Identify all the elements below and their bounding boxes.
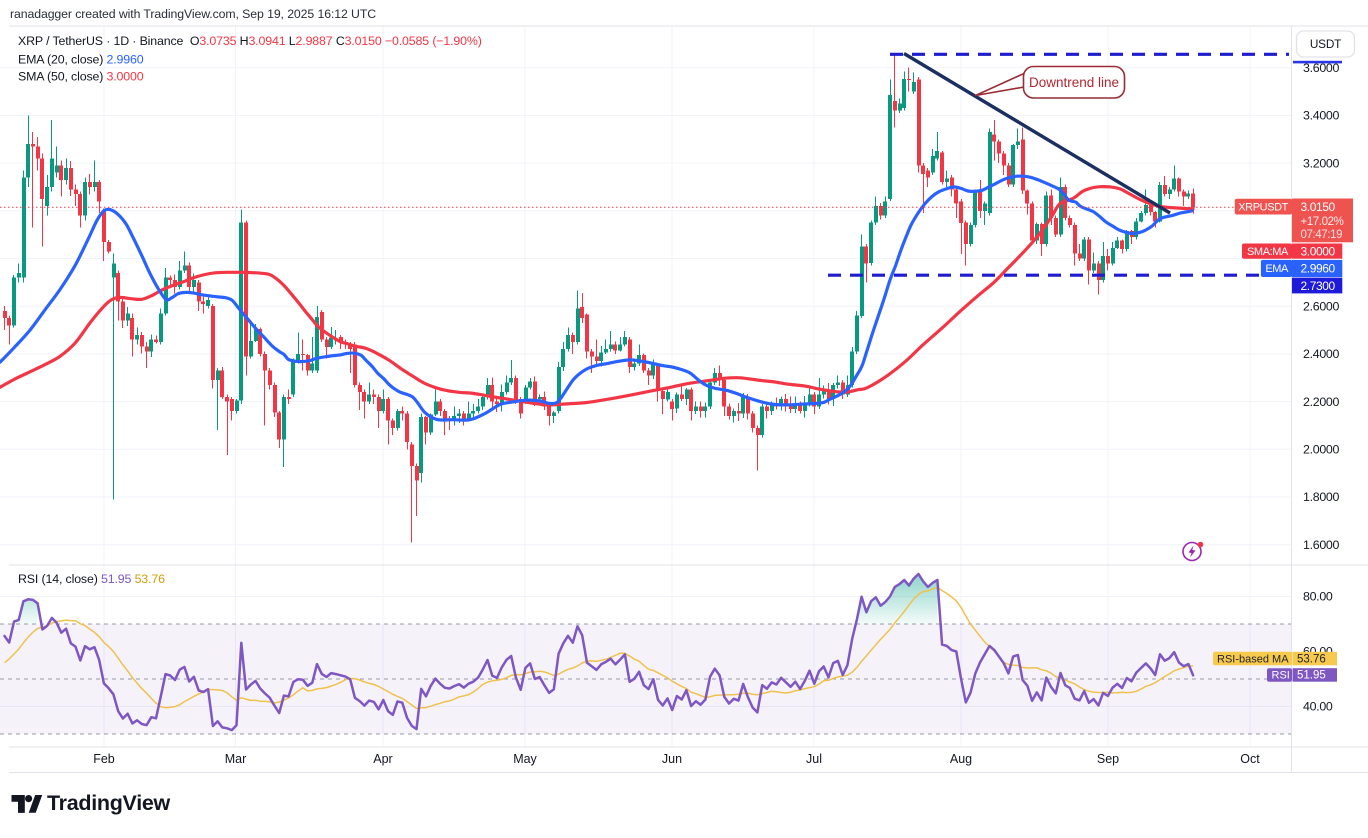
- svg-text:2.9960: 2.9960: [1301, 262, 1336, 276]
- svg-text:51.95: 51.95: [1297, 670, 1326, 682]
- svg-text:Jun: Jun: [662, 752, 682, 766]
- svg-text:USDT: USDT: [1310, 37, 1341, 51]
- svg-text:80.00: 80.00: [1303, 590, 1333, 604]
- svg-text:1.6000: 1.6000: [1303, 538, 1340, 552]
- svg-text:Apr: Apr: [373, 752, 392, 766]
- svg-text:07:47:19: 07:47:19: [1301, 229, 1343, 241]
- svg-text:3.4000: 3.4000: [1303, 109, 1340, 123]
- svg-text:3.6000: 3.6000: [1303, 61, 1340, 75]
- svg-text:TradingView: TradingView: [47, 791, 171, 815]
- svg-text:RSI (14, close) 51.95 53.76: RSI (14, close) 51.95 53.76: [18, 572, 165, 586]
- svg-text:EMA (20, close) 2.9960: EMA (20, close) 2.9960: [18, 53, 144, 67]
- svg-text:40.00: 40.00: [1303, 700, 1333, 714]
- svg-text:1.8000: 1.8000: [1303, 490, 1340, 504]
- svg-text:SMA (50, close) 3.0000: SMA (50, close) 3.0000: [18, 70, 144, 84]
- svg-text:RSI: RSI: [1272, 670, 1290, 682]
- svg-text:2.4000: 2.4000: [1303, 347, 1340, 361]
- svg-text:2.0000: 2.0000: [1303, 443, 1340, 457]
- svg-text:EMA: EMA: [1265, 263, 1289, 275]
- svg-text:Jul: Jul: [806, 752, 822, 766]
- svg-text:53.76: 53.76: [1297, 653, 1326, 665]
- svg-text:May: May: [513, 752, 537, 766]
- svg-text:3.0000: 3.0000: [1301, 244, 1336, 258]
- svg-text:Oct: Oct: [1240, 752, 1260, 766]
- svg-text:+17.02%: +17.02%: [1301, 216, 1344, 228]
- svg-text:2.7300: 2.7300: [1301, 279, 1336, 293]
- svg-text:Mar: Mar: [225, 752, 247, 766]
- svg-text:RSI-based MA: RSI-based MA: [1217, 653, 1289, 665]
- svg-text:Feb: Feb: [93, 752, 115, 766]
- svg-text:Aug: Aug: [950, 752, 972, 766]
- svg-text:ranadagger created with Tradin: ranadagger created with TradingView.com,…: [10, 7, 376, 21]
- svg-text:3.0150: 3.0150: [1301, 200, 1336, 214]
- svg-text:Downtrend line: Downtrend line: [1029, 75, 1119, 90]
- svg-text:2.2000: 2.2000: [1303, 395, 1340, 409]
- svg-text:3.2000: 3.2000: [1303, 156, 1340, 170]
- svg-text:Sep: Sep: [1097, 752, 1119, 766]
- svg-text:XRPUSDT: XRPUSDT: [1238, 202, 1288, 214]
- svg-text:2.6000: 2.6000: [1303, 299, 1340, 313]
- svg-text:SMA:MA: SMA:MA: [1247, 246, 1289, 258]
- svg-text:XRP / TetherUS · 1D · Binance: XRP / TetherUS · 1D · Binance O3.0735 H3…: [18, 34, 482, 48]
